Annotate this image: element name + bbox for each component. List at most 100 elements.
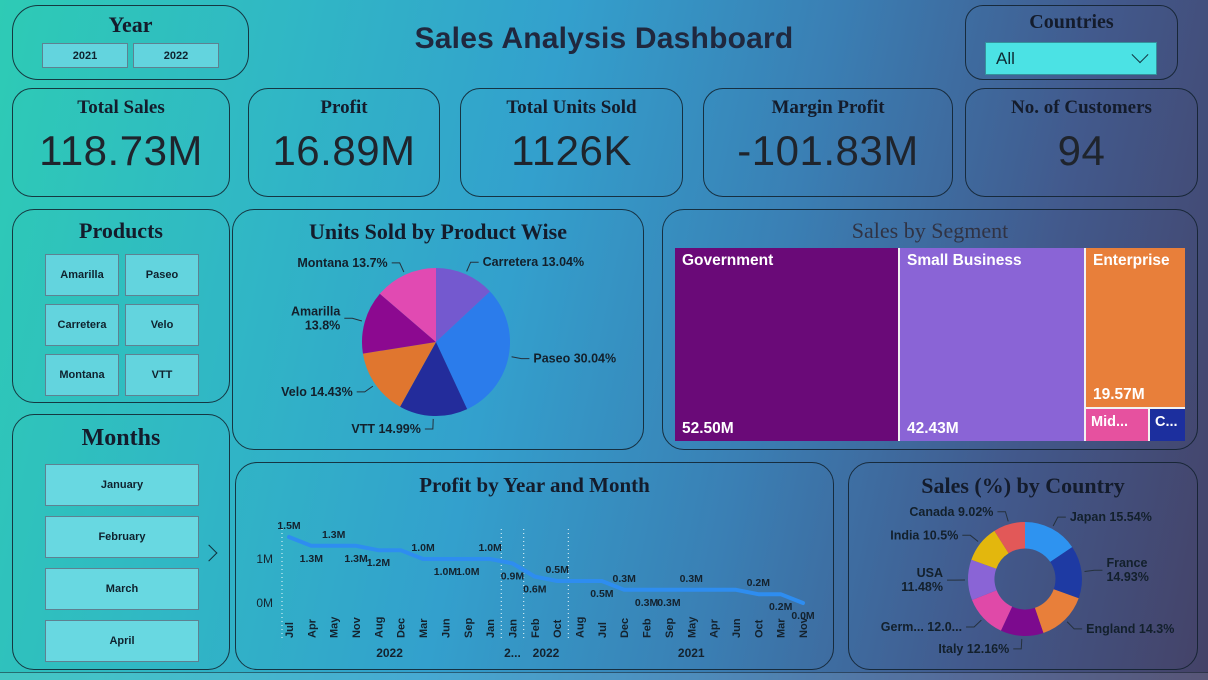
kpi-value: 16.89M — [272, 127, 416, 174]
kpi-value: 94 — [1057, 127, 1106, 174]
x-axis-month-label: Oct — [753, 619, 765, 638]
x-axis-month-label: May — [686, 616, 698, 638]
treemap-block-small-business[interactable]: Small Business 42.43M — [900, 248, 1084, 441]
donut-label: Italy 12.16% — [938, 642, 1009, 656]
months-filter-card: Months January February March April — [12, 414, 230, 670]
donut-label: England 14.3% — [1086, 622, 1174, 636]
countries-dropdown-value: All — [996, 48, 1015, 68]
year-filter-buttons: 2021 2022 — [13, 43, 248, 68]
pie-label: Velo 14.43% — [281, 385, 353, 399]
units-pie-card: Units Sold by Product Wise Carretera 13.… — [232, 209, 644, 450]
donut-label-line — [997, 511, 1009, 522]
donut-label: USA 11.48% — [901, 566, 943, 594]
donut-slice-japan[interactable] — [1025, 522, 1073, 562]
treemap-block-government[interactable]: Government 52.50M — [675, 248, 898, 441]
treemap-block-value: 52.50M — [682, 420, 734, 437]
months-scroll-arrow-icon[interactable] — [200, 544, 218, 562]
kpi-value: 1126K — [511, 127, 632, 174]
profit-line-chart: 0M 1M 1.5M Jul 1.3M Apr 1.3M May 1.3M Nov 1.2M Aug D… — [256, 520, 815, 660]
country-donut-title: Sales (%) by Country — [921, 473, 1125, 498]
pie-slice-carretera[interactable] — [436, 268, 491, 342]
year-button-2022[interactable]: 2022 — [133, 43, 219, 68]
pie-label: Montana 13.7% — [297, 256, 387, 270]
product-button-paseo[interactable]: Paseo — [125, 254, 199, 296]
segment-treemap-card: Sales by Segment Government 52.50M Small … — [662, 209, 1198, 450]
countries-filter-title: Countries — [1029, 11, 1114, 33]
pie-slice-amarilla[interactable] — [362, 293, 436, 354]
data-label: 1.0M — [478, 542, 502, 554]
treemap-block-name: Small Business — [907, 252, 1022, 269]
countries-dropdown[interactable]: All — [985, 42, 1157, 75]
pie-label: VTT 14.99% — [351, 422, 420, 436]
x-axis-month-label: May — [329, 616, 341, 638]
donut-label: Japan 15.54% — [1070, 510, 1152, 524]
y-axis-tick: 1M — [256, 552, 273, 566]
month-button-february[interactable]: February — [45, 516, 199, 558]
chevron-down-icon — [1131, 45, 1149, 63]
kpi-label: No. of Customers — [1011, 97, 1152, 118]
pie-label: Carretera 13.04% — [483, 255, 584, 269]
x-axis-month-label: Dec — [396, 618, 408, 638]
treemap-block-value: 42.43M — [907, 420, 959, 437]
donut-slice-england[interactable] — [1034, 589, 1079, 633]
pie-slice-velo[interactable] — [362, 342, 436, 407]
product-button-carretera[interactable]: Carretera — [45, 304, 119, 346]
product-button-amarilla[interactable]: Amarilla — [45, 254, 119, 296]
donut-label-line — [1084, 569, 1103, 572]
pie-slice-paseo[interactable] — [436, 291, 510, 410]
donut-slice-usa[interactable] — [968, 559, 997, 600]
donut-label-line — [966, 619, 982, 628]
treemap-block-midmarket[interactable]: Mid... — [1086, 409, 1148, 441]
x-axis-month-label: Sep — [664, 618, 676, 638]
pie-slice-vtt[interactable] — [400, 342, 468, 416]
pie-label-line — [356, 385, 374, 393]
x-axis-month-label: Jul — [597, 622, 609, 638]
month-button-march[interactable]: March — [45, 568, 199, 610]
donut-slice-canada[interactable] — [994, 522, 1025, 554]
months-filter-title: Months — [81, 425, 161, 451]
year-filter-card: Year 2021 2022 — [12, 5, 249, 80]
profit-line-card: Profit by Year and Month 0M 1M 1.5M Jul 1.3M… — [235, 462, 834, 670]
treemap-block-name: Mid... — [1091, 414, 1129, 430]
data-label: 1.0M — [456, 566, 480, 578]
year-button-2021[interactable]: 2021 — [42, 43, 128, 68]
x-axis-month-label: Feb — [530, 618, 542, 638]
pie-label-line — [466, 261, 479, 272]
segment-treemap: Government 52.50M Small Business 42.43M En… — [675, 248, 1185, 441]
treemap-block-name: C... — [1155, 414, 1178, 430]
product-button-vtt[interactable]: VTT — [125, 354, 199, 396]
profit-line — [287, 535, 805, 605]
month-button-april[interactable]: April — [45, 620, 199, 662]
donut-label: Germ... 12.0... — [881, 620, 962, 634]
countries-filter-card: Countries All — [965, 5, 1178, 80]
donut-label-line — [1052, 516, 1066, 527]
x-axis-month-label: Dec — [619, 618, 631, 638]
treemap-block-channel[interactable]: C... — [1150, 409, 1185, 441]
x-axis-year-label: 2021 — [678, 646, 705, 660]
x-axis-month-label: Apr — [306, 618, 318, 638]
month-button-january[interactable]: January — [45, 464, 199, 506]
donut-label: India 10.5% — [890, 528, 958, 542]
units-pie-chart: Carretera 13.04% Paseo 30.04% VTT 14.99% Ve… — [281, 255, 616, 436]
treemap-block-name: Enterprise — [1093, 252, 1170, 269]
donut-label: France 14.93% — [1106, 556, 1148, 584]
donut-slice-italy[interactable] — [1000, 606, 1044, 636]
treemap-block-enterprise[interactable]: Enterprise 19.57M — [1086, 248, 1185, 407]
donut-slice-france[interactable] — [1050, 547, 1082, 599]
donut-label-line — [1066, 621, 1083, 630]
x-axis-month-label: Apr — [709, 618, 721, 638]
donut-slice-germany[interactable] — [972, 590, 1013, 631]
pie-label-line — [424, 418, 434, 430]
x-axis-year-label: 2... — [504, 646, 521, 660]
x-axis-month-label: Mar — [418, 618, 430, 638]
product-button-velo[interactable]: Velo — [125, 304, 199, 346]
pie-slice-montana[interactable] — [379, 268, 436, 342]
units-pie-title: Units Sold by Product Wise — [309, 219, 567, 244]
data-label: 0.3M — [657, 597, 681, 609]
kpi-card-total-units-sold: Total Units Sold 1126K — [460, 88, 683, 197]
x-axis-month-label: Feb — [642, 618, 654, 638]
donut-slice-india[interactable] — [971, 530, 1009, 569]
product-button-montana[interactable]: Montana — [45, 354, 119, 396]
pie-label: Paseo 30.04% — [533, 352, 616, 366]
data-label: 1.3M — [344, 553, 368, 565]
